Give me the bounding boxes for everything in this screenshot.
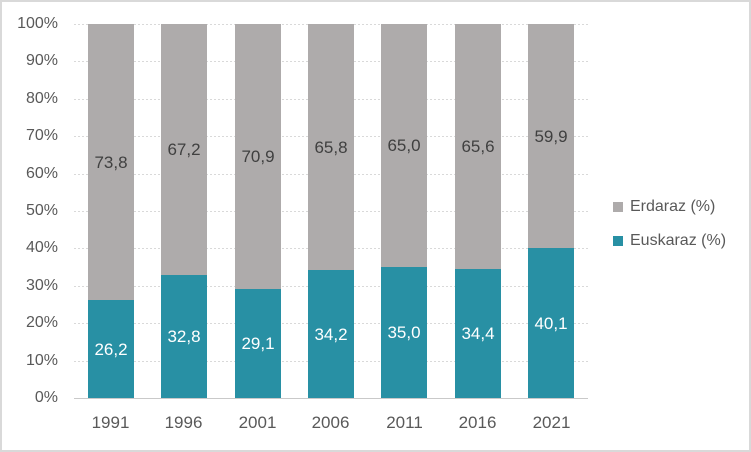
y-tick-label: 30% [25, 277, 58, 294]
bar-segment-erdaraz: 70,9 [235, 24, 281, 289]
legend-label-euskaraz: Euskaraz (%) [630, 231, 727, 249]
bar-segment-erdaraz: 65,6 [455, 24, 501, 269]
bar-segment-euskaraz: 29,1 [235, 289, 281, 398]
y-tick-label: 20% [25, 314, 58, 331]
x-tick-label: 2021 [532, 413, 571, 432]
bar-value-label: 67,2 [167, 140, 201, 159]
bar-segment-erdaraz: 65,8 [308, 24, 354, 270]
bar-value-label: 73,8 [94, 152, 128, 172]
y-tick-label: 80% [25, 90, 58, 107]
y-tick-label: 40% [25, 239, 58, 256]
bar-segment-euskaraz: 40,1 [528, 248, 574, 398]
bar-value-label: 65,0 [387, 136, 421, 155]
legend: Erdaraz (%) Euskaraz (%) [613, 196, 726, 264]
bar-segment-euskaraz: 35,0 [381, 267, 427, 398]
bar-value-label: 34,4 [461, 324, 495, 343]
legend-label-erdaraz: Erdaraz (%) [630, 197, 716, 215]
bar-value-label: 29,1 [241, 334, 275, 353]
legend-item-euskaraz: Euskaraz (%) [613, 230, 726, 251]
x-tick-label: 1996 [164, 413, 203, 432]
y-tick-label: 0% [34, 389, 58, 406]
x-axis-line [74, 398, 588, 399]
x-tick-label: 2011 [386, 413, 423, 432]
bar-segment-erdaraz: 67,2 [161, 24, 207, 275]
bar-value-label: 59,9 [534, 126, 568, 146]
y-tick-label: 10% [25, 352, 58, 369]
legend-swatch-euskaraz-icon [613, 235, 623, 246]
x-tick-label: 2006 [311, 413, 350, 432]
bar-segment-euskaraz: 26,2 [88, 300, 134, 398]
legend-item-erdaraz: Erdaraz (%) [613, 196, 726, 217]
y-tick-label: 100% [17, 15, 58, 32]
legend-swatch-erdaraz-icon [613, 201, 623, 212]
bar-segment-erdaraz: 73,8 [88, 24, 134, 300]
bar-value-label: 65,6 [461, 137, 495, 156]
bar-segment-erdaraz: 65,0 [381, 24, 427, 267]
bar-value-label: 26,2 [94, 339, 128, 359]
x-tick-label: 2001 [238, 413, 277, 432]
bar-value-label: 65,8 [314, 137, 348, 157]
y-tick-label: 60% [25, 165, 58, 182]
y-tick-label: 50% [25, 202, 58, 219]
bar-value-label: 70,9 [241, 147, 275, 166]
x-tick-label: 1991 [91, 413, 130, 432]
bar-segment-euskaraz: 34,4 [455, 269, 501, 398]
bar-value-label: 40,1 [534, 313, 568, 333]
bar-value-label: 34,2 [314, 324, 348, 344]
bar-value-label: 32,8 [167, 327, 201, 346]
y-tick-label: 70% [25, 127, 58, 144]
bar-segment-erdaraz: 59,9 [528, 24, 574, 248]
bar-value-label: 35,0 [387, 323, 421, 342]
bar-segment-euskaraz: 34,2 [308, 270, 354, 398]
x-tick-label: 2016 [458, 413, 497, 432]
bar-segment-euskaraz: 32,8 [161, 275, 207, 398]
y-tick-label: 90% [25, 52, 58, 69]
